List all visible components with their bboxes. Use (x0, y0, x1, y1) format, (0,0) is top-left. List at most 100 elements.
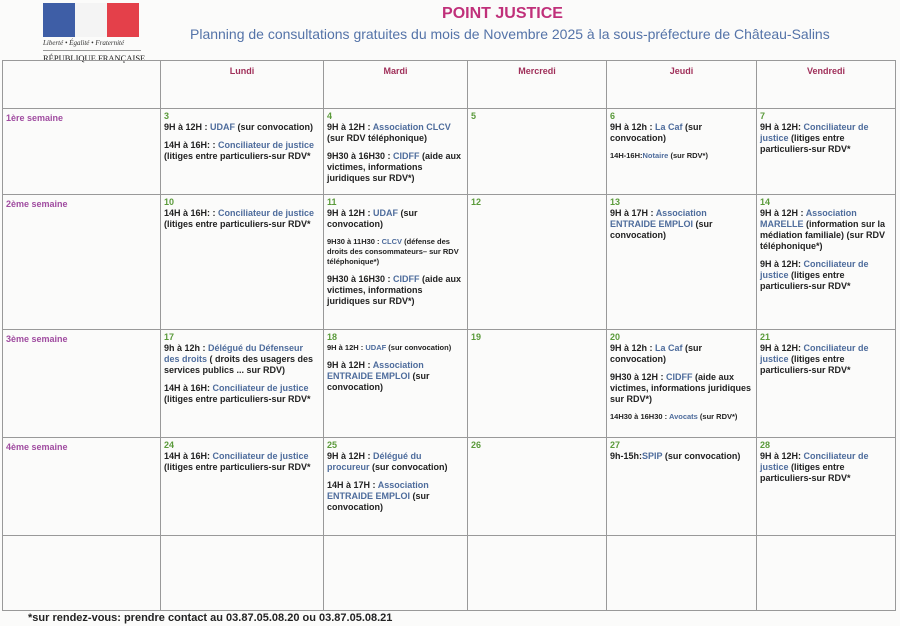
day-cell: 13 9H à 17H : Association ENTRAIDE EMPLOI… (606, 194, 757, 330)
day-cell: 19 (467, 329, 607, 438)
entry-text: (sur convocation) (662, 451, 741, 461)
week-row (2, 535, 896, 611)
entry-text: 9H à 12H : (327, 208, 374, 218)
consultation-entry: 9H à 12h : La Caf (sur convocation) (610, 343, 753, 365)
entry-text: (litiges entre particuliers-sur RDV* (760, 462, 851, 483)
entry-text: 9h-15h: (610, 451, 643, 461)
organisation-name: Conciliateur de justice (212, 383, 309, 393)
day-cell: 24 14H à 16H: Conciliateur de justice (li… (160, 437, 324, 536)
day-cell (606, 535, 757, 611)
entry-text: 9H à 12H : (760, 208, 806, 218)
day-header-mardi: Mardi (323, 60, 468, 109)
organisation-name: CLCV (381, 237, 403, 246)
day-cell: 25 9H à 12H : Délégué du procureur (sur c… (323, 437, 468, 536)
day-number: 4 (327, 111, 333, 121)
organisation-name: Notaire (642, 151, 669, 160)
entry-text: (litiges entre particuliers-sur RDV* (164, 462, 311, 472)
week-row: 3ème semaine 17 9h à 12h : Délégué du Défe… (2, 329, 896, 438)
entry-text: 9H30 à 11H30 : (327, 237, 382, 246)
republique-francaise-logo: Liberté • Égalité • Fraternité RÉPUBLIQU… (43, 3, 145, 63)
day-number: 26 (471, 440, 482, 450)
entry-text: (litiges entre particuliers-sur RDV* (164, 151, 311, 161)
day-cell: 27 9h-15h:SPIP (sur convocation) (606, 437, 757, 536)
entry-text: (sur convocation) (369, 462, 448, 472)
day-number: 11 (327, 197, 337, 207)
day-cell (160, 535, 324, 611)
organisation-name: UDAF (373, 208, 399, 218)
day-cell: 14 9H à 12H : Association MARELLE (inform… (756, 194, 896, 330)
organisation-name: Délégué du Défenseur des droits (164, 343, 304, 364)
day-header-mercredi: Mercredi (467, 60, 607, 109)
marianne-flag-icon (43, 3, 139, 37)
entry-text: (sur convocation) (327, 491, 430, 512)
day-cell: 18 9H à 12H : UDAF (sur convocation) 9H à … (323, 329, 468, 438)
day-number: 28 (760, 440, 771, 450)
day-number: 18 (327, 332, 338, 342)
day-cell: 12 (467, 194, 607, 330)
day-number: 21 (760, 332, 771, 342)
organisation-name: Conciliateur de justice (218, 140, 315, 150)
entry-text: 14H à 16H: (164, 451, 213, 461)
week-label: 4ème semaine (2, 437, 161, 536)
day-number: 3 (164, 111, 170, 121)
consultation-entry: 9H30 à 16H30 : CIDFF (aide aux victimes,… (327, 274, 464, 307)
organisation-name: Association MARELLE (760, 208, 857, 229)
day-number: 20 (610, 332, 621, 342)
day-header-jeudi: Jeudi (606, 60, 757, 109)
day-cell (756, 535, 896, 611)
entry-text: (aide aux victimes, informations juridiq… (327, 151, 462, 183)
day-cell: 21 9H à 12H: Conciliateur de justice (lit… (756, 329, 896, 438)
entry-text: (sur RDV*) (697, 412, 738, 421)
day-cell: 28 9H à 12H: Conciliateur de justice (lit… (756, 437, 896, 536)
day-header-vendredi: Vendredi (756, 60, 896, 109)
organisation-name: Association ENTRAIDE EMPLOI (327, 480, 429, 501)
day-number: 27 (610, 440, 621, 450)
entry-text: 9h à 12h : (164, 343, 209, 353)
consultation-entry: 9H à 12H : Association CLCV (sur RDV tél… (327, 122, 464, 144)
entry-text: (sur convocation) (386, 343, 452, 352)
consultation-entry: 14H à 16H: Conciliateur de justice (liti… (164, 383, 320, 405)
organisation-name: CIDFF (666, 372, 693, 382)
entry-text: (défense des droits des consommateurs– s… (327, 237, 459, 266)
day-cell: 17 9h à 12h : Délégué du Défenseur des dr… (160, 329, 324, 438)
entry-text: (litiges entre particuliers-sur RDV* (164, 394, 311, 404)
entry-text: (litiges entre particuliers-sur RDV* (760, 133, 851, 154)
entry-text: (information sur la médiation familiale)… (760, 219, 886, 251)
entry-text: 9H à 12H : (327, 122, 373, 132)
consultation-entry: 9H à 12H: Conciliateur de justice (litig… (760, 122, 892, 155)
entry-text: (litiges entre particuliers-sur RDV* (164, 219, 311, 229)
day-cell: 11 9H à 12H : UDAF (sur convocation) 9H30 … (323, 194, 468, 330)
organisation-name: CIDFF (393, 151, 420, 161)
consultation-entry: 9H30 à 12H : CIDFF (aide aux victimes, i… (610, 372, 753, 405)
entry-text: 9H à 12h : (610, 122, 656, 132)
entry-text: (sur convocation) (327, 208, 418, 229)
day-header-row: Lundi Mardi Mercredi Jeudi Vendredi (2, 60, 896, 109)
entry-text: 9H à 12H : (164, 122, 211, 132)
organisation-name: Association ENTRAIDE EMPLOI (327, 360, 424, 381)
organisation-name: UDAF (365, 343, 387, 352)
consultation-entry: 9H30 à 11H30 : CLCV (défense des droits … (327, 237, 464, 267)
day-number: 19 (471, 332, 482, 342)
consultation-entry: 9H à 12H : UDAF (sur convocation) (327, 343, 464, 353)
week-row: 2ème semaine 10 14H à 16H: : Conciliateur … (2, 194, 896, 330)
consultation-entry: 14H à 16H: : Conciliateur de justice (li… (164, 140, 320, 162)
day-cell: 26 (467, 437, 607, 536)
day-number: 5 (471, 111, 477, 121)
entry-text: (aide aux victimes, informations juridiq… (327, 274, 462, 306)
consultation-entry: 14H à 16H: Conciliateur de justice (liti… (164, 451, 320, 473)
entry-text: 14H à 16H: (164, 383, 213, 393)
entry-text: 14H30 à 16H30 : (610, 412, 669, 421)
day-cell: 4 9H à 12H : Association CLCV (sur RDV té… (323, 108, 468, 195)
logo-motto: Liberté • Égalité • Fraternité (43, 39, 125, 47)
entry-text: 14H à 16H: : (164, 140, 219, 150)
entry-text: (litiges entre particuliers-sur RDV* (760, 270, 851, 291)
organisation-name: Conciliateur de justice (760, 122, 869, 143)
logo-name: RÉPUBLIQUE FRANÇAISE (43, 50, 145, 63)
day-number: 25 (327, 440, 338, 450)
week-label: 1ère semaine (2, 108, 161, 195)
entry-text: 9H à 12H: (760, 451, 804, 461)
day-number: 12 (471, 197, 482, 207)
page-title: POINT JUSTICE (442, 5, 563, 22)
consultation-entry: 14H-16H:Notaire (sur RDV*) (610, 151, 753, 161)
day-number: 13 (610, 197, 621, 207)
